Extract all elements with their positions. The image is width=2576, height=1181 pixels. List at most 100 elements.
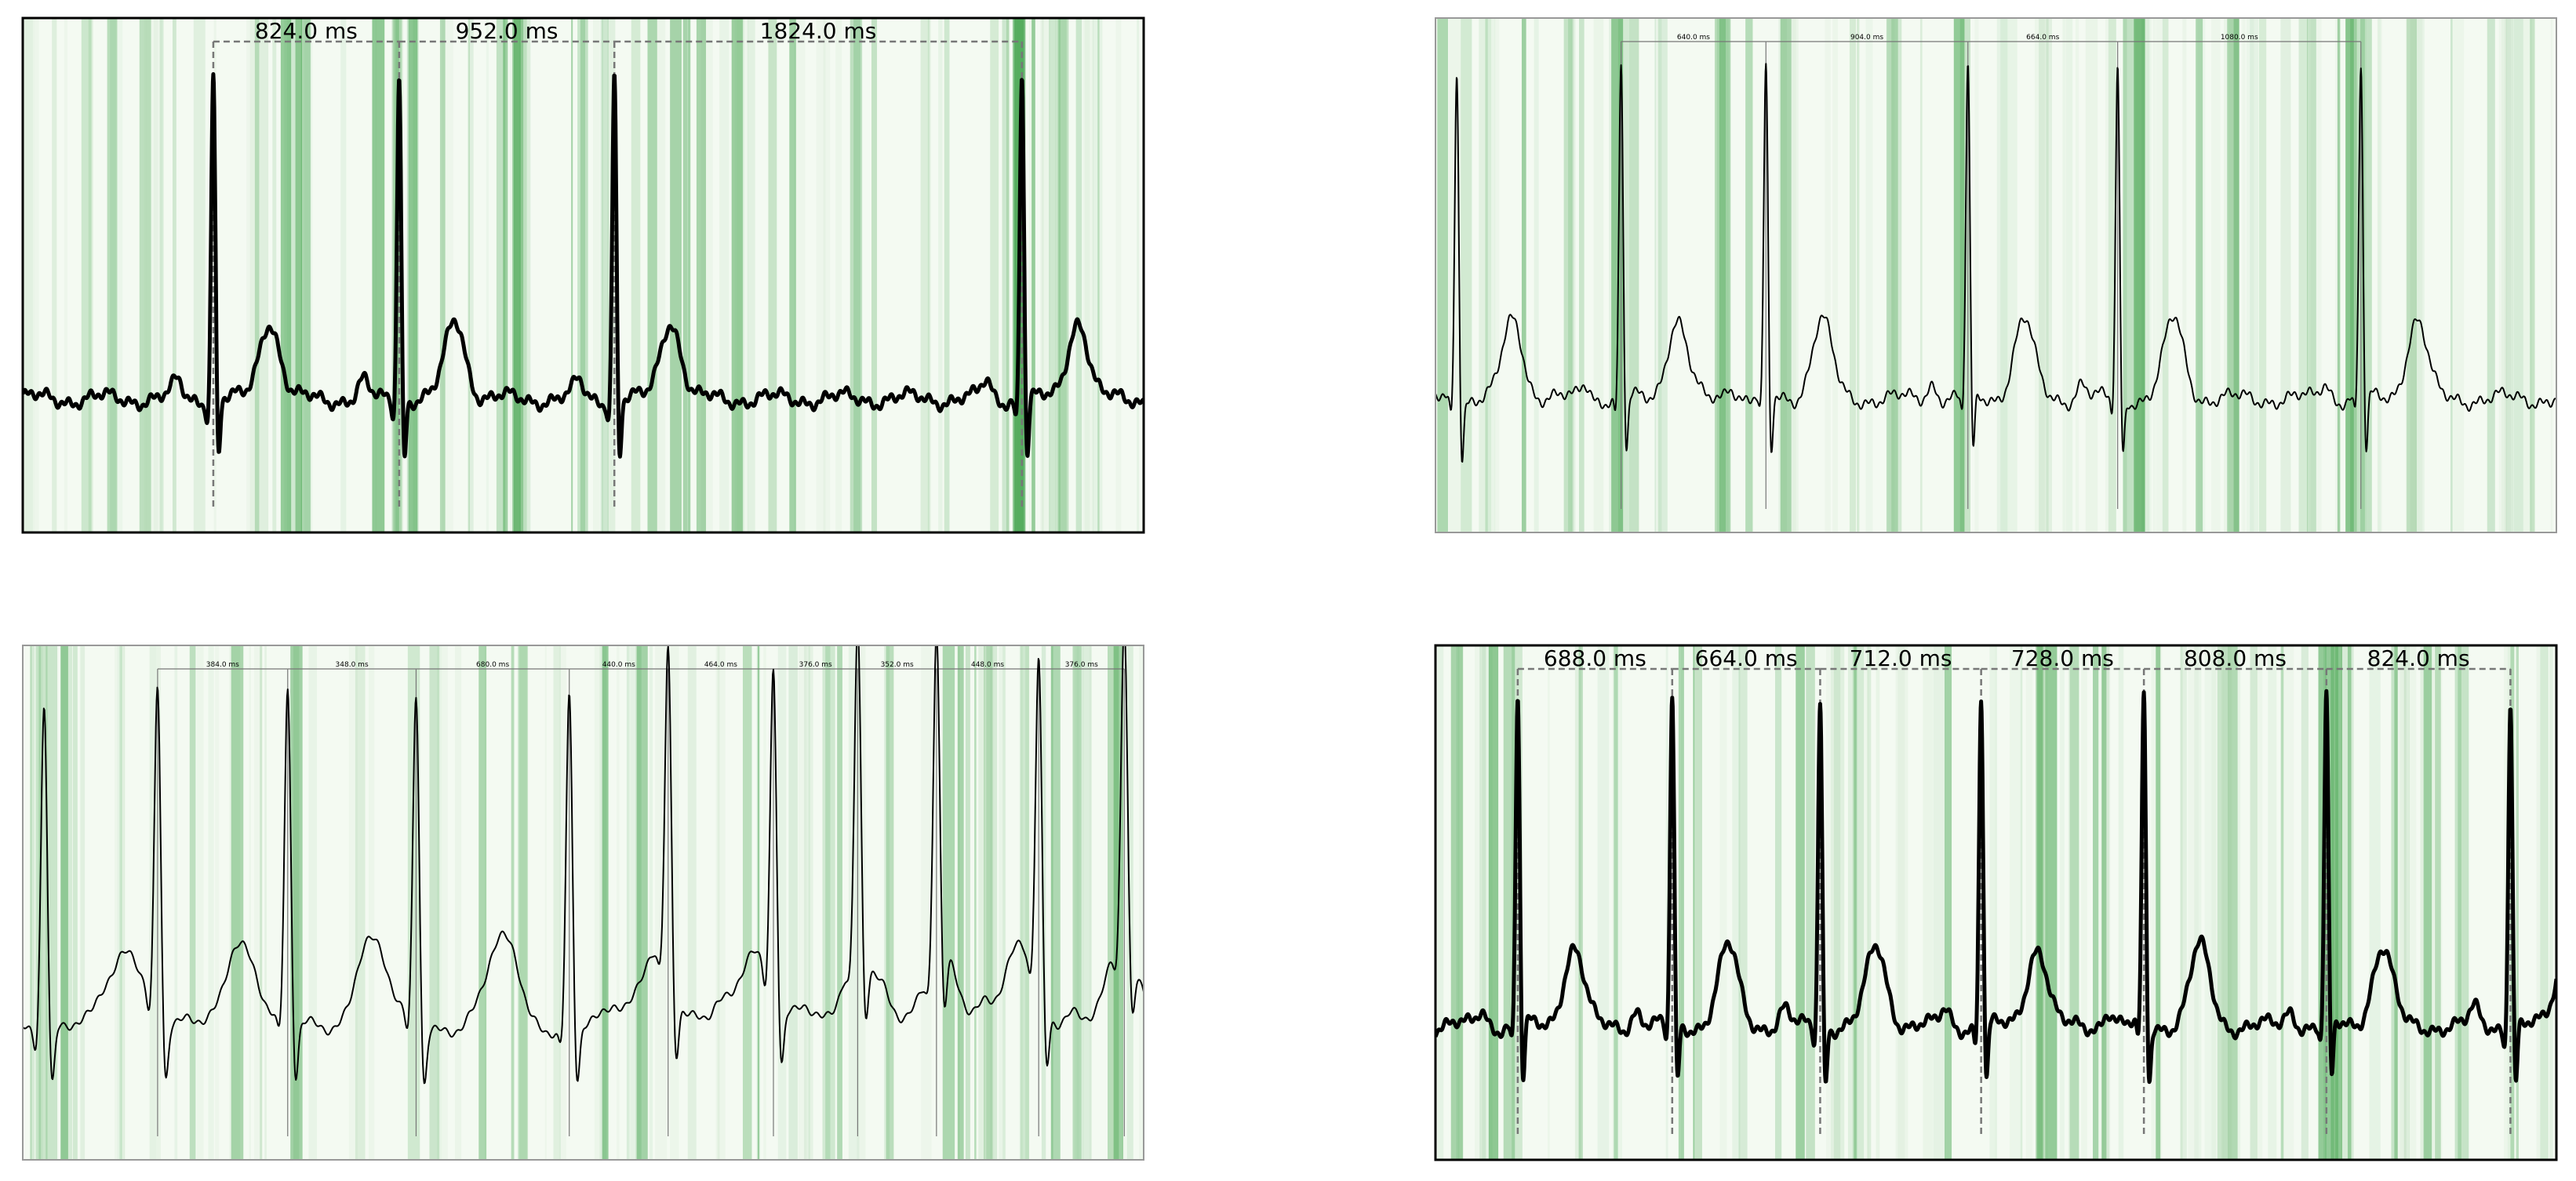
attention-stripe (2423, 645, 2432, 1160)
attention-stripe (1694, 645, 1702, 1160)
attention-stripe (300, 18, 311, 532)
attention-stripe (1876, 645, 1880, 1160)
attention-stripe (1494, 18, 1500, 532)
attention-stripe (2345, 18, 2355, 532)
attention-stripe (258, 18, 269, 532)
attention-stripe (1139, 645, 1144, 1160)
attention-stripe (1579, 18, 1585, 532)
attention-stripe (1437, 18, 1448, 532)
attention-stripe (518, 645, 529, 1160)
ecg-trace (23, 72, 1144, 459)
attention-stripe (1612, 645, 1622, 1160)
interval-label: 712.0 ms (1850, 645, 1952, 671)
interval-label: 384.0 ms (206, 661, 239, 669)
attention-stripe (2453, 18, 2465, 532)
attention-stripe (1657, 18, 1662, 532)
attention-stripe (253, 645, 263, 1160)
attention-stripe (2118, 645, 2124, 1160)
attention-stripe (1055, 18, 1057, 532)
interval-label: 440.0 ms (602, 661, 635, 669)
attention-stripe (2068, 645, 2070, 1160)
attention-stripe (1732, 645, 1741, 1160)
attention-stripe (229, 645, 241, 1160)
attention-stripe (60, 645, 68, 1160)
attention-stripe (2085, 18, 2098, 532)
attention-stripe (835, 18, 842, 532)
attention-stripe (1122, 645, 1126, 1160)
attention-stripe (580, 18, 588, 532)
attention-stripe (1115, 18, 1122, 532)
attention-stripe (1774, 645, 1782, 1160)
interval-label: 688.0 ms (1544, 645, 1646, 671)
attention-stripe (2152, 18, 2156, 532)
attention-stripe (395, 18, 403, 532)
attention-stripe (406, 18, 419, 532)
attention-stripe (2246, 18, 2254, 532)
attention-stripe (1126, 645, 1133, 1160)
attention-stripe (1833, 645, 1845, 1160)
attention-stripe (2210, 18, 2221, 532)
attention-stripe (2330, 645, 2338, 1160)
attention-stripe (1019, 645, 1023, 1160)
attention-stripe (1720, 18, 1730, 532)
ecg-panel: 824.0 ms 952.0 ms 1824.0 ms (21, 16, 1145, 534)
attention-stripe (1657, 18, 1660, 532)
attention-stripe (2540, 645, 2549, 1160)
attention-stripe (2259, 18, 2267, 532)
attention-stripe (1568, 18, 1574, 532)
attention-stripe (601, 18, 609, 532)
attention-stripe (2501, 18, 2507, 532)
panel-background (1435, 18, 2556, 532)
attention-stripe (1854, 645, 1857, 1160)
attention-stripe (2487, 18, 2495, 532)
attention-stripe (1996, 18, 2008, 532)
attention-stripe (798, 645, 807, 1160)
interval-label: 376.0 ms (1065, 661, 1098, 669)
attention-stripe (196, 645, 204, 1160)
attention-stripe (153, 18, 162, 532)
attention-stripe (989, 645, 994, 1160)
attention-stripe (2020, 645, 2023, 1160)
attention-stripe (793, 18, 806, 532)
attention-stripe (511, 645, 515, 1160)
attention-stripe (1479, 645, 1486, 1160)
attention-stripe (348, 645, 358, 1160)
attention-stripe (983, 645, 993, 1160)
attention-stripe (1887, 18, 1895, 532)
attention-stripe (52, 18, 57, 532)
attention-stripe (280, 18, 292, 532)
attention-stripe (1919, 18, 1923, 532)
attention-stripe (938, 18, 943, 532)
attention-stripe (2377, 18, 2382, 532)
attention-stripe (2108, 18, 2116, 532)
attention-stripe (1745, 18, 1753, 532)
attention-stripe (518, 645, 527, 1160)
attention-stripe (717, 645, 720, 1160)
interval-label: 664.0 ms (1695, 645, 1798, 671)
attention-stripe (2513, 18, 2523, 532)
attention-stripe (636, 645, 648, 1160)
attention-stripe (1050, 645, 1061, 1160)
attention-stripe (670, 18, 682, 532)
panel-border (22, 645, 1144, 1161)
attention-stripe (519, 18, 531, 532)
attention-stripe (454, 645, 462, 1160)
attention-stripe (2298, 18, 2308, 532)
attention-stripe (23, 18, 35, 532)
attention-stripe (670, 645, 679, 1160)
attention-stripe (649, 645, 653, 1160)
attention-stripe (655, 645, 668, 1160)
interval-label: 728.0 ms (2011, 645, 2114, 671)
attention-stripe (2394, 645, 2398, 1160)
attention-stripe (978, 645, 985, 1160)
attention-stripe (2162, 18, 2169, 532)
attention-stripe (1953, 18, 1965, 532)
attention-stripe (308, 645, 318, 1160)
panel-border (1434, 644, 2558, 1161)
attention-stripe (503, 18, 508, 532)
attention-stripe (2498, 18, 2511, 532)
attention-stripe (1051, 645, 1061, 1160)
attention-stripe (920, 18, 930, 532)
attention-stripe (1806, 645, 1815, 1160)
attention-stripe (1050, 645, 1053, 1160)
